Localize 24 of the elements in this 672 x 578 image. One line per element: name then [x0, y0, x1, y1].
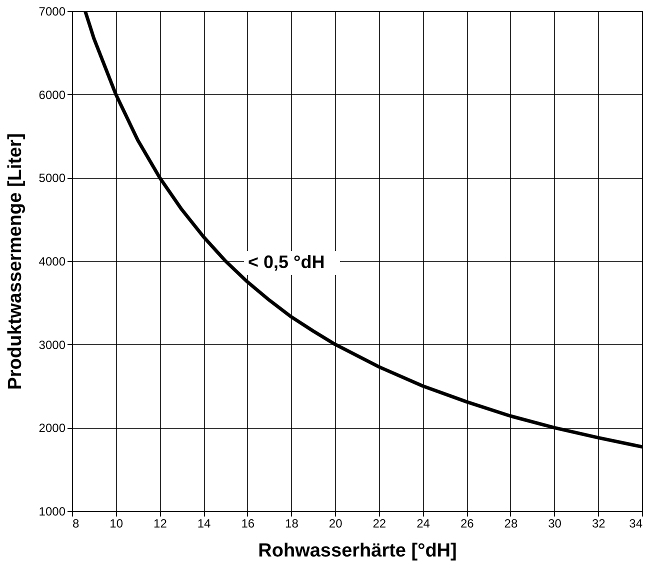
y-tick-label: 5000 [38, 171, 66, 186]
x-tick-label: 26 [460, 516, 474, 530]
x-tick-label: 16 [241, 516, 255, 530]
x-tick-label: 30 [548, 516, 562, 530]
x-tick-label: 10 [110, 516, 124, 530]
y-tick-label: 3000 [38, 338, 66, 352]
y-tick-label: 1000 [38, 504, 66, 518]
annotation: < 0,5 °dH [248, 252, 325, 272]
x-tick-label: 22 [372, 516, 386, 530]
x-axis-title: Rohwasserhärte [°dH] [258, 540, 457, 562]
x-tick-label: 24 [416, 516, 430, 530]
x-tick-label: 20 [328, 516, 343, 530]
y-tick-label: 2000 [38, 421, 66, 436]
x-tick-label: 28 [504, 516, 518, 530]
x-tick-label: 18 [285, 516, 299, 530]
x-tick-label: 34 [629, 516, 643, 530]
y-axis-title: Produktwassermenge [Liter] [4, 133, 26, 390]
x-tick-label: 14 [197, 516, 212, 530]
x-tick-label: 12 [154, 516, 168, 530]
y-tick-label: 4000 [38, 254, 66, 268]
x-tick-label: 32 [592, 516, 606, 530]
y-tick-label: 7000 [38, 4, 66, 18]
y-tick-label: 6000 [38, 88, 66, 102]
x-tick-label: 8 [72, 516, 80, 530]
